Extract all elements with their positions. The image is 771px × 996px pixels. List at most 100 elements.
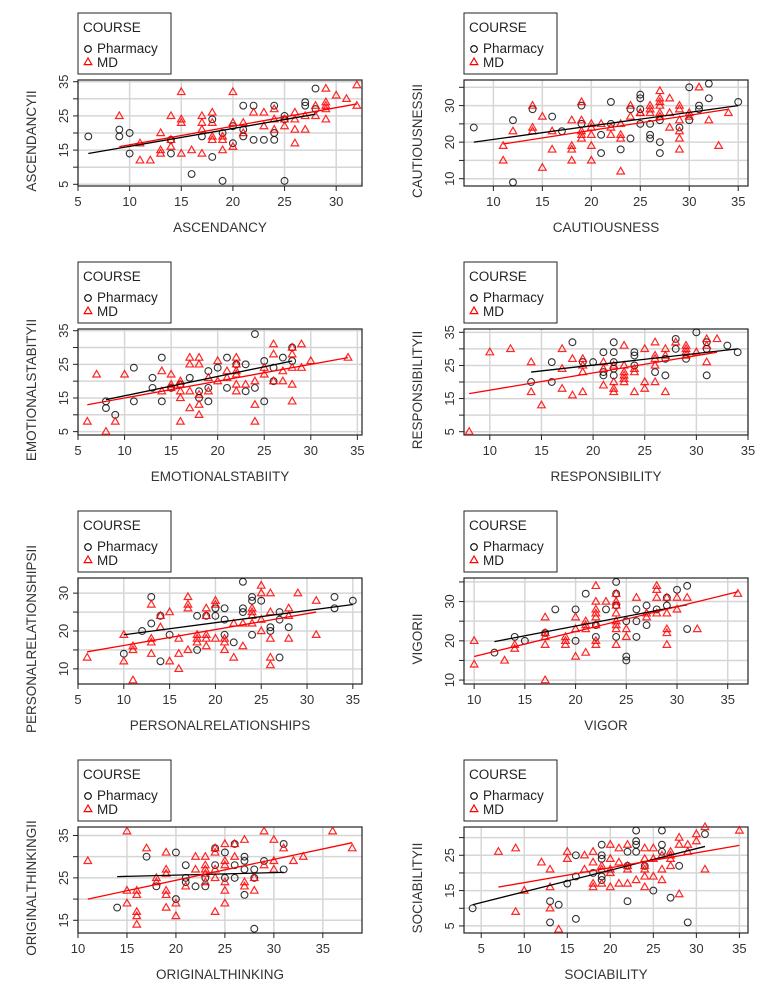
data-point-pharmacy bbox=[554, 900, 563, 909]
data-point-md bbox=[674, 100, 685, 109]
data-point-md bbox=[664, 122, 675, 131]
data-point-pharmacy bbox=[646, 119, 655, 128]
data-point-pharmacy bbox=[129, 363, 138, 372]
legend-pharmacy-circle-icon bbox=[84, 45, 92, 53]
data-point-md bbox=[161, 885, 171, 894]
x-tick-label: 10 bbox=[467, 692, 481, 707]
data-point-md bbox=[201, 629, 212, 638]
data-point-md bbox=[611, 615, 621, 625]
data-point-md bbox=[665, 860, 676, 870]
data-point-md bbox=[608, 383, 619, 392]
y-axis-title: EMOTIONALSTABITYII bbox=[24, 319, 39, 461]
data-point-md bbox=[526, 386, 536, 396]
data-point-md bbox=[183, 644, 193, 654]
x-axis-title: PERSONALRELATIONSHIPS bbox=[130, 718, 311, 733]
data-point-md bbox=[200, 876, 211, 886]
data-point-md bbox=[265, 652, 276, 661]
legend-pharmacy-circle-icon bbox=[84, 792, 92, 800]
x-tick-label: 35 bbox=[732, 941, 746, 956]
x-axis-title: RESPONSIBILITY bbox=[550, 469, 661, 484]
data-point-md bbox=[672, 592, 682, 601]
data-point-pharmacy bbox=[240, 856, 249, 865]
series-md bbox=[493, 821, 745, 933]
data-point-md bbox=[228, 86, 238, 96]
x-tick-label: 20 bbox=[208, 692, 222, 707]
data-point-md bbox=[670, 337, 681, 346]
data-point-pharmacy bbox=[84, 132, 93, 141]
plot-frame bbox=[463, 577, 749, 685]
legend-title: COURSE bbox=[469, 269, 527, 284]
data-point-pharmacy bbox=[266, 623, 275, 632]
data-point-pharmacy bbox=[577, 101, 586, 110]
legend-pharmacy-circle-icon bbox=[470, 294, 478, 302]
data-point-md bbox=[171, 910, 181, 920]
data-point-pharmacy bbox=[165, 630, 174, 639]
plot-frame bbox=[463, 79, 749, 187]
data-point-pharmacy bbox=[197, 132, 206, 141]
data-point-md bbox=[648, 853, 659, 863]
data-point-md bbox=[164, 606, 175, 616]
data-point-md bbox=[101, 426, 111, 435]
data-point-md bbox=[622, 878, 633, 887]
data-point-md bbox=[547, 144, 557, 153]
legend-title: COURSE bbox=[83, 269, 141, 284]
data-point-md bbox=[219, 633, 230, 642]
data-point-md bbox=[611, 639, 621, 648]
data-point-md bbox=[220, 876, 230, 886]
y-axis-title: VIGORII bbox=[410, 613, 425, 664]
data-point-pharmacy bbox=[125, 129, 134, 137]
data-point-md bbox=[173, 663, 184, 673]
data-point-md bbox=[347, 842, 358, 852]
y-tick-label: 25 bbox=[442, 358, 457, 372]
grid bbox=[464, 329, 749, 435]
plot-frame bbox=[77, 328, 363, 436]
y-axis-title: RESPONSIBILITYII bbox=[410, 331, 425, 450]
x-tick-label: 35 bbox=[346, 692, 360, 707]
data-point-pharmacy bbox=[129, 397, 138, 406]
data-point-md bbox=[557, 383, 567, 392]
data-point-md bbox=[601, 596, 611, 605]
data-point-md bbox=[662, 639, 672, 648]
x-tick-label: 30 bbox=[670, 692, 684, 707]
data-point-pharmacy bbox=[250, 865, 259, 874]
data-point-pharmacy bbox=[249, 135, 258, 144]
data-point-pharmacy bbox=[284, 623, 293, 632]
data-point-pharmacy bbox=[636, 90, 645, 99]
y-axis: 10 20 30 bbox=[442, 581, 464, 687]
data-point-pharmacy bbox=[695, 105, 703, 114]
fit-line-pharmacy bbox=[88, 113, 316, 155]
data-point-md bbox=[605, 867, 616, 877]
data-point-md bbox=[265, 587, 276, 597]
data-point-md bbox=[650, 376, 660, 386]
data-point-pharmacy bbox=[657, 847, 666, 856]
y-tick-label: 20 bbox=[56, 624, 71, 638]
data-point-md bbox=[639, 871, 650, 880]
data-point-md bbox=[615, 133, 626, 142]
data-point-md bbox=[220, 898, 230, 907]
y-tick-label: 15 bbox=[442, 883, 457, 897]
data-point-md bbox=[343, 352, 353, 361]
data-point-md bbox=[269, 834, 279, 843]
data-point-md bbox=[526, 356, 536, 366]
data-point-md bbox=[498, 155, 509, 164]
data-point-md bbox=[228, 652, 239, 661]
data-point-md bbox=[173, 648, 184, 657]
data-point-md bbox=[596, 878, 607, 887]
data-point-md bbox=[713, 140, 724, 149]
data-point-pharmacy bbox=[211, 604, 220, 613]
data-point-md bbox=[231, 369, 242, 378]
x-tick-label: 30 bbox=[304, 443, 318, 458]
data-point-md bbox=[183, 591, 193, 601]
panel-ascendancy: 5 10 15 20 25 30 5 15 25 35 ASCENDANCY ASCENDANCYII… bbox=[0, 0, 385, 249]
data-point-md bbox=[619, 373, 629, 382]
data-point-md bbox=[283, 610, 294, 620]
data-point-md bbox=[256, 625, 267, 635]
data-point-pharmacy bbox=[193, 645, 202, 654]
data-point-md bbox=[655, 107, 665, 117]
data-point-md bbox=[171, 898, 181, 907]
data-point-md bbox=[621, 623, 632, 633]
legend-box bbox=[463, 510, 558, 573]
data-point-md bbox=[606, 129, 616, 139]
data-point-md bbox=[674, 144, 685, 153]
